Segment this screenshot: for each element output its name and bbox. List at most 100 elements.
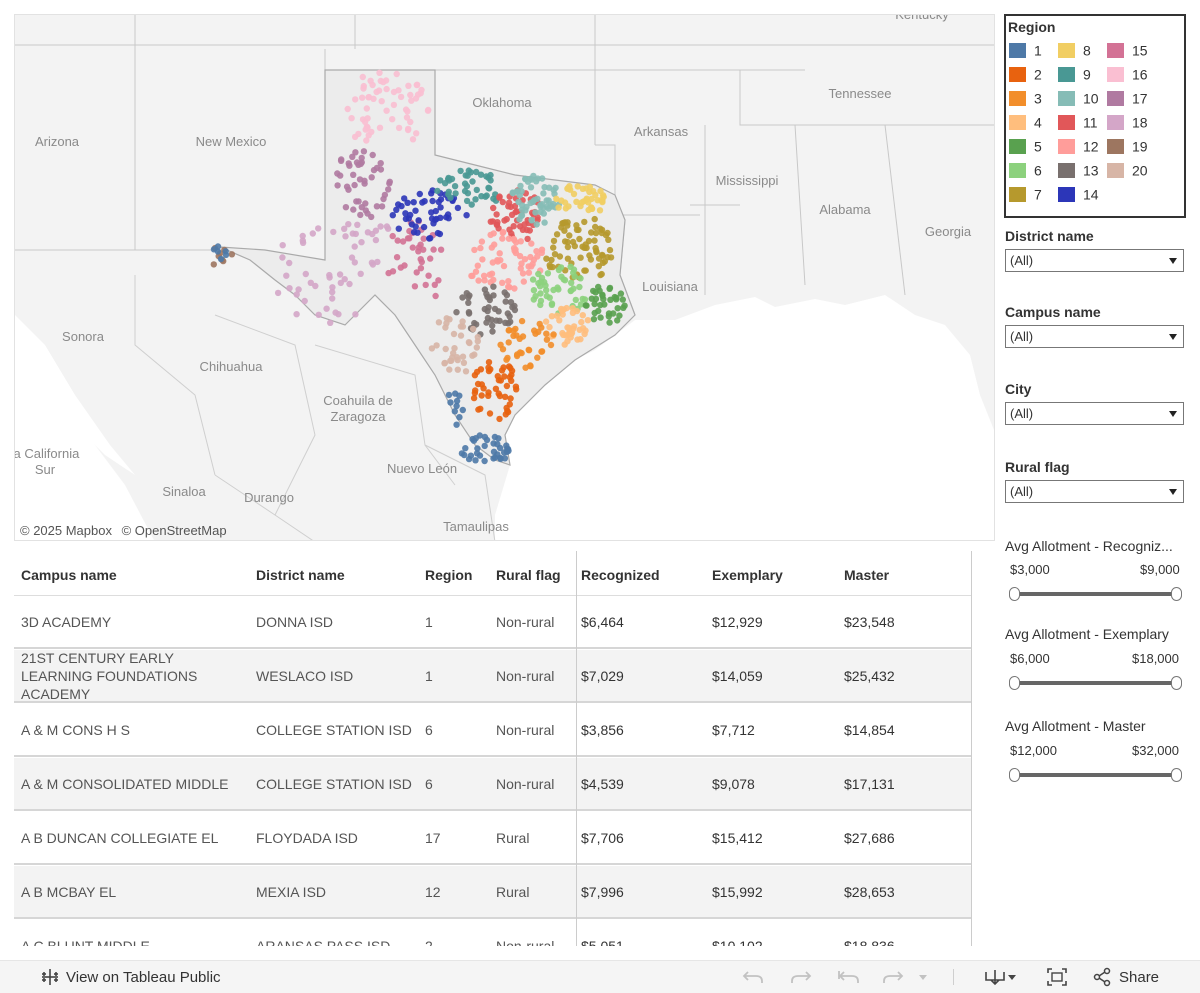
- campus-dot[interactable]: [581, 218, 588, 226]
- campus-dot[interactable]: [465, 299, 472, 306]
- campus-dot[interactable]: [402, 215, 410, 223]
- slider-recognized-low-handle[interactable]: [1009, 587, 1020, 601]
- campus-dot[interactable]: [496, 415, 503, 423]
- campus-dot[interactable]: [613, 296, 620, 303]
- campus-dot[interactable]: [326, 271, 333, 279]
- view-on-tableau-public-link[interactable]: View on Tableau Public: [40, 961, 221, 993]
- campus-dot[interactable]: [591, 300, 598, 308]
- campus-dot[interactable]: [369, 81, 376, 89]
- campus-dot[interactable]: [351, 181, 358, 189]
- refresh-dropdown-button[interactable]: [918, 961, 928, 993]
- campus-dot[interactable]: [550, 237, 558, 245]
- campus-dot[interactable]: [576, 283, 583, 291]
- campus-dot[interactable]: [405, 125, 412, 133]
- campus-dot[interactable]: [490, 292, 497, 299]
- campus-dot[interactable]: [503, 356, 510, 363]
- campus-dot[interactable]: [214, 248, 222, 255]
- legend-item-region-5[interactable]: 5: [1009, 137, 1042, 154]
- campus-dot[interactable]: [508, 211, 516, 218]
- filter-rural-flag-select[interactable]: (All): [1005, 480, 1184, 503]
- campus-dot[interactable]: [356, 176, 364, 183]
- slider-master-high-handle[interactable]: [1171, 768, 1182, 782]
- campus-dot[interactable]: [577, 336, 584, 343]
- campus-dot[interactable]: [490, 455, 497, 462]
- legend-item-region-1[interactable]: 1: [1009, 41, 1042, 58]
- campus-dot[interactable]: [606, 246, 614, 254]
- campus-dot[interactable]: [508, 230, 515, 237]
- legend-item-region-15[interactable]: 15: [1107, 41, 1148, 58]
- campus-dot[interactable]: [210, 261, 217, 268]
- campus-dot[interactable]: [353, 198, 360, 205]
- campus-dot[interactable]: [463, 212, 470, 219]
- campus-dot[interactable]: [551, 190, 558, 198]
- campus-dot[interactable]: [378, 98, 385, 105]
- campus-dot[interactable]: [330, 228, 337, 236]
- campus-dot[interactable]: [544, 270, 552, 277]
- campus-dot[interactable]: [529, 276, 537, 283]
- campus-dot[interactable]: [550, 244, 557, 251]
- campus-dot[interactable]: [472, 268, 480, 275]
- campus-dot[interactable]: [342, 204, 350, 211]
- campus-dot[interactable]: [446, 366, 453, 373]
- campus-dot[interactable]: [502, 319, 509, 326]
- campus-dot[interactable]: [473, 368, 481, 376]
- region-legend[interactable]: Region 1 2 3 4 5 6 7 8 9 10 11 12 13 14 15 16 17 18 19 20: [1004, 14, 1186, 218]
- campus-dot[interactable]: [500, 262, 508, 270]
- campus-dot[interactable]: [577, 275, 584, 282]
- campus-dot[interactable]: [468, 201, 475, 208]
- campus-dot[interactable]: [516, 223, 524, 230]
- campus-dot[interactable]: [442, 324, 449, 331]
- campus-dot[interactable]: [360, 148, 368, 155]
- campus-dot[interactable]: [329, 295, 336, 302]
- campus-dot[interactable]: [386, 178, 393, 185]
- legend-item-region-14[interactable]: 14: [1058, 185, 1099, 202]
- campus-dot[interactable]: [362, 200, 369, 207]
- campus-dot[interactable]: [483, 436, 491, 444]
- campus-dot[interactable]: [484, 314, 492, 322]
- col-header-region[interactable]: Region: [425, 567, 473, 583]
- campus-dot[interactable]: [454, 366, 461, 373]
- campus-dot[interactable]: [369, 230, 376, 238]
- campus-dot[interactable]: [567, 263, 574, 270]
- campus-dot[interactable]: [349, 230, 356, 237]
- campus-dot[interactable]: [571, 273, 578, 280]
- campus-dot[interactable]: [344, 105, 351, 113]
- campus-dot[interactable]: [461, 451, 468, 459]
- campus-dot[interactable]: [584, 317, 592, 324]
- campus-dot[interactable]: [380, 78, 387, 86]
- campus-dot[interactable]: [530, 287, 538, 294]
- campus-dot[interactable]: [222, 251, 230, 258]
- campus-dot[interactable]: [433, 342, 440, 349]
- campus-dot[interactable]: [513, 352, 521, 360]
- campus-dot[interactable]: [552, 184, 559, 192]
- campus-dot[interactable]: [472, 457, 479, 464]
- campus-dot[interactable]: [483, 192, 490, 199]
- campus-dot[interactable]: [524, 235, 531, 243]
- campus-dot[interactable]: [293, 291, 300, 298]
- campus-dot[interactable]: [517, 238, 524, 245]
- slider-master-low-handle[interactable]: [1009, 768, 1020, 782]
- campus-dot[interactable]: [543, 255, 550, 262]
- campus-dot[interactable]: [357, 160, 364, 168]
- campus-dot[interactable]: [425, 272, 432, 279]
- campus-dot[interactable]: [521, 256, 529, 263]
- campus-dot[interactable]: [361, 118, 369, 126]
- campus-dot[interactable]: [507, 318, 514, 325]
- campus-dot[interactable]: [432, 216, 439, 223]
- campus-dot[interactable]: [532, 330, 539, 337]
- campus-dot[interactable]: [484, 307, 491, 315]
- slider-recognized-high-handle[interactable]: [1171, 587, 1182, 601]
- campus-dot[interactable]: [505, 278, 512, 285]
- campus-dot[interactable]: [454, 356, 461, 364]
- campus-dot[interactable]: [547, 341, 555, 349]
- campus-dot[interactable]: [607, 254, 615, 261]
- campus-dot[interactable]: [554, 284, 561, 291]
- campus-dot[interactable]: [586, 252, 593, 259]
- campus-dot[interactable]: [578, 318, 585, 326]
- campus-dot[interactable]: [496, 194, 503, 201]
- campus-dot[interactable]: [473, 186, 480, 194]
- campus-dot[interactable]: [373, 203, 381, 210]
- campus-dot[interactable]: [561, 277, 569, 284]
- campus-dot[interactable]: [345, 221, 352, 228]
- campus-dot[interactable]: [489, 328, 496, 335]
